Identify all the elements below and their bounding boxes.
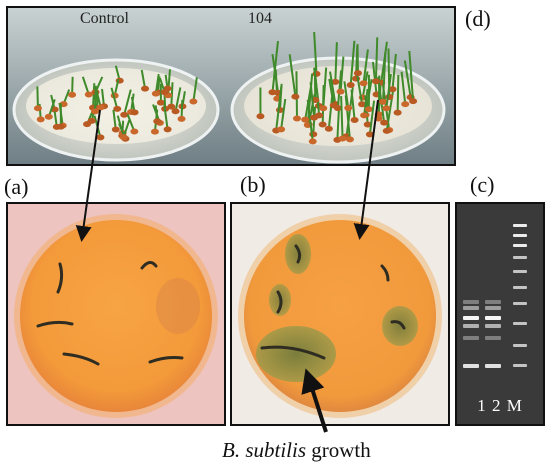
label-a: (a) [4, 174, 29, 199]
control-plate-photo [8, 204, 224, 424]
label-d: (d) [465, 6, 491, 31]
arrow-caption-to-growth [301, 368, 328, 433]
panel-a-control-plate [6, 202, 226, 426]
label-b: (b) [240, 172, 266, 197]
arrow-104-to-b [353, 99, 379, 240]
control-agar-plate [20, 220, 212, 412]
panel-d-seed-dishes: Control 104 [6, 6, 456, 166]
panel-c-gel: 1 2 M [455, 202, 545, 426]
gel-bands [463, 224, 527, 368]
control-dish-label: Control [80, 10, 129, 27]
panel-b-treated-plate [230, 202, 450, 426]
treated-seedlings [256, 31, 418, 145]
bacterial-colonies [256, 234, 418, 382]
seed-dishes-photo [8, 8, 454, 164]
caption-species: B. subtilis [222, 438, 307, 462]
treated-seedling-roots [260, 244, 406, 360]
treated-plate-photo [232, 204, 448, 424]
control-seedlings [33, 65, 198, 142]
gel-lane-labels: 1 2 M [477, 396, 523, 415]
caption-suffix: growth [306, 438, 371, 462]
figure-caption: B. subtilis growth [222, 438, 371, 463]
control-seedling-roots [36, 261, 184, 366]
treated-dish-label: 104 [248, 10, 272, 27]
arrow-control-to-a [75, 109, 101, 242]
label-c: (c) [470, 172, 495, 197]
gel-image [457, 204, 543, 424]
